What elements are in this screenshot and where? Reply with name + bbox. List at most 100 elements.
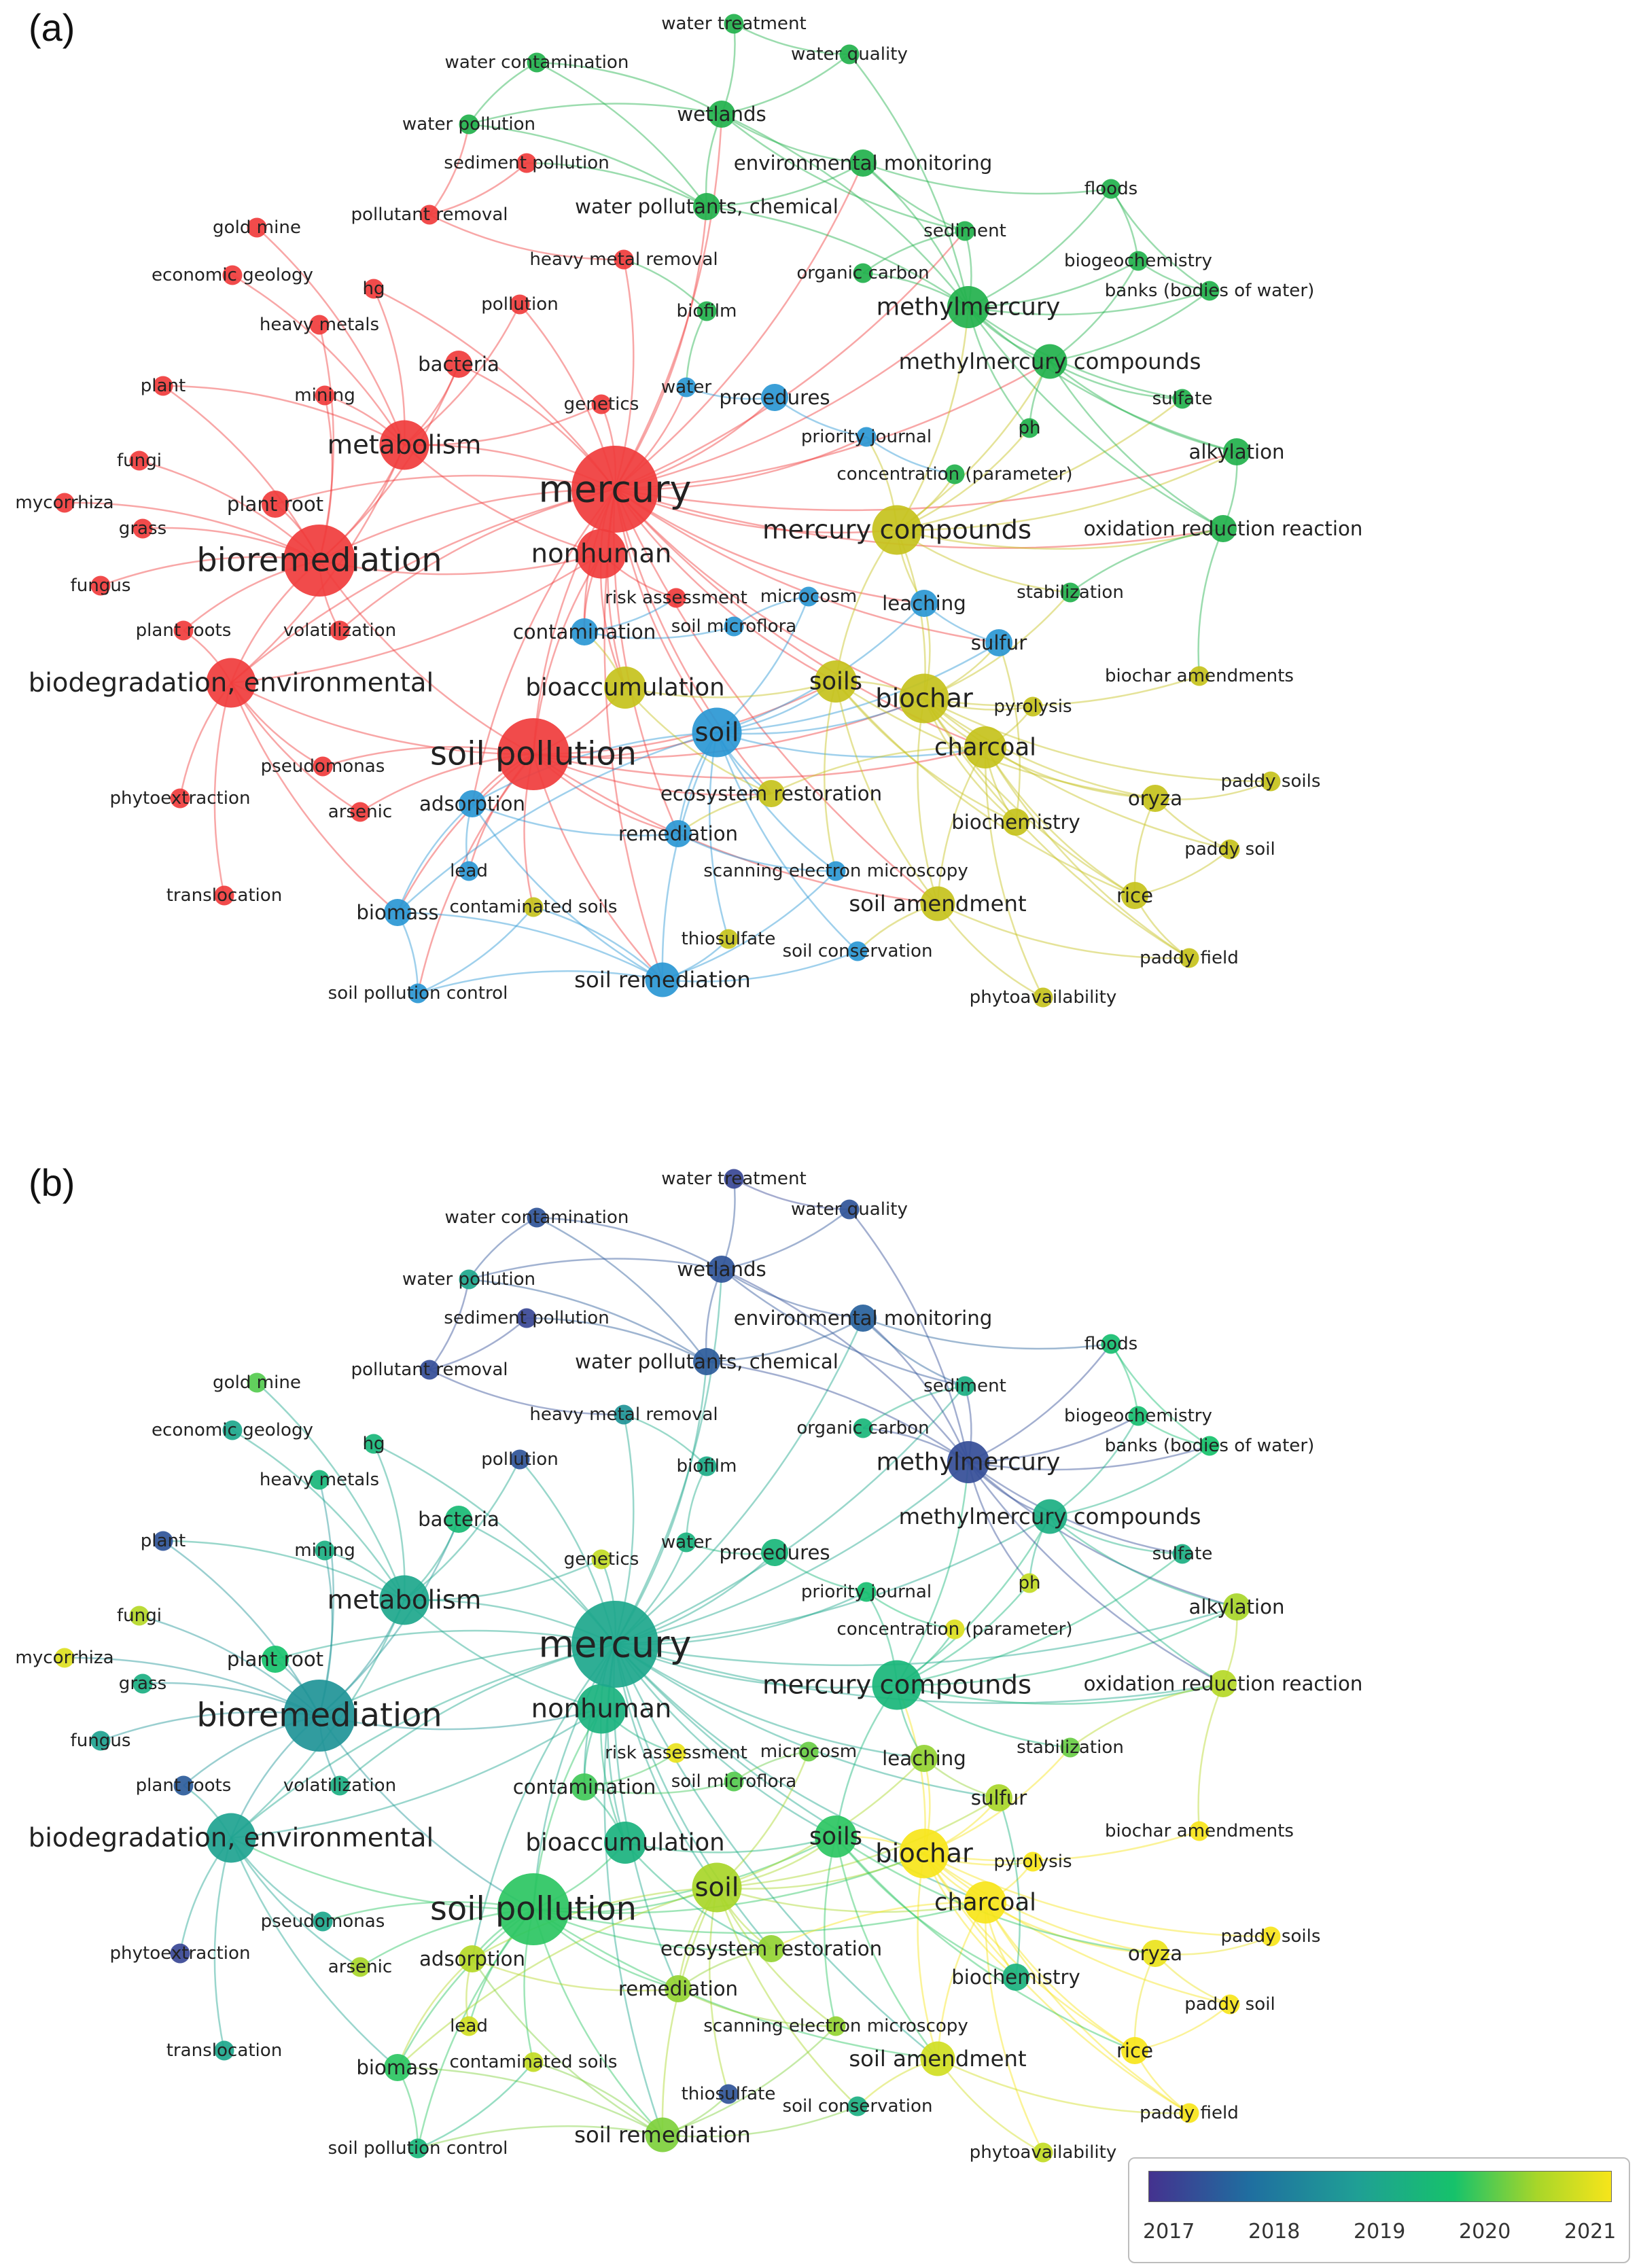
node-nonhuman[interactable] bbox=[576, 529, 627, 579]
node-environmental-monitoring[interactable] bbox=[849, 1305, 877, 1332]
node-oryza[interactable] bbox=[1142, 785, 1169, 812]
node-ph[interactable] bbox=[1019, 1573, 1040, 1593]
node-rice[interactable] bbox=[1121, 2037, 1148, 2064]
node-bioaccumulation[interactable] bbox=[604, 1822, 646, 1864]
node-paddy-soil[interactable] bbox=[1220, 839, 1240, 860]
node-genetics[interactable] bbox=[591, 1549, 612, 1570]
node-paddy-soils[interactable] bbox=[1260, 771, 1281, 792]
node-lead[interactable] bbox=[459, 2016, 479, 2036]
node-translocation[interactable] bbox=[214, 2040, 234, 2061]
node-environmental-monitoring[interactable] bbox=[849, 149, 877, 177]
node-water-treatment[interactable] bbox=[724, 1169, 744, 1189]
node-contaminated-soils[interactable] bbox=[523, 2052, 544, 2072]
node-methylmercury[interactable] bbox=[947, 286, 989, 328]
node-alkylation[interactable] bbox=[1223, 438, 1250, 465]
node-phytoextraction[interactable] bbox=[170, 788, 190, 809]
node-procedures[interactable] bbox=[761, 1539, 788, 1566]
node-mycorrhiza[interactable] bbox=[54, 493, 75, 513]
node-adsorption[interactable] bbox=[459, 1945, 486, 1972]
node-biochar[interactable] bbox=[899, 673, 949, 724]
node-sediment[interactable] bbox=[955, 1376, 975, 1396]
node-biochemistry[interactable] bbox=[1002, 1964, 1029, 1991]
node-economic-geology[interactable] bbox=[222, 265, 243, 285]
node-genetics[interactable] bbox=[591, 394, 612, 414]
node-bacteria[interactable] bbox=[445, 1506, 472, 1533]
node-sulfate[interactable] bbox=[1172, 389, 1193, 409]
node-grass[interactable] bbox=[133, 1673, 153, 1694]
node-phytoextraction[interactable] bbox=[170, 1943, 190, 1964]
node-water-quality[interactable] bbox=[839, 44, 860, 65]
node-water-quality[interactable] bbox=[839, 1199, 860, 1220]
node-soil-pollution[interactable] bbox=[497, 718, 569, 790]
node-pollutant-removal[interactable] bbox=[419, 1360, 440, 1380]
node-paddy-soils[interactable] bbox=[1260, 1926, 1281, 1947]
node-adsorption[interactable] bbox=[459, 790, 486, 817]
node-water[interactable] bbox=[676, 377, 696, 397]
node-biofilm[interactable] bbox=[696, 301, 717, 321]
node-pyrolysis[interactable] bbox=[1023, 696, 1043, 717]
node-floods[interactable] bbox=[1101, 1334, 1121, 1354]
node-pyrolysis[interactable] bbox=[1023, 1851, 1043, 1872]
node-scanning-em[interactable] bbox=[826, 861, 846, 881]
node-banks[interactable] bbox=[1199, 1436, 1220, 1456]
node-metabolism[interactable] bbox=[379, 420, 429, 470]
node-lead[interactable] bbox=[459, 861, 479, 881]
node-biochar-amendments[interactable] bbox=[1189, 1821, 1210, 1841]
node-mercury-compounds[interactable] bbox=[872, 1660, 922, 1710]
node-bioremediation[interactable] bbox=[283, 1680, 355, 1752]
node-volatilization[interactable] bbox=[330, 620, 350, 641]
node-charcoal[interactable] bbox=[964, 1881, 1006, 1924]
node-heavy-metal-removal[interactable] bbox=[614, 249, 634, 270]
node-concentration[interactable] bbox=[945, 1619, 965, 1640]
node-soil-microflora[interactable] bbox=[724, 1771, 744, 1792]
node-stabilization[interactable] bbox=[1060, 582, 1080, 603]
node-leaching[interactable] bbox=[911, 1745, 938, 1772]
node-heavy-metals[interactable] bbox=[309, 315, 330, 335]
node-phytoavailability[interactable] bbox=[1033, 2142, 1053, 2163]
node-heavy-metals[interactable] bbox=[309, 1470, 330, 1490]
node-hg[interactable] bbox=[364, 1434, 384, 1454]
node-alkylation[interactable] bbox=[1223, 1593, 1250, 1620]
node-soil-pollution-control[interactable] bbox=[408, 983, 428, 1004]
node-microcosm[interactable] bbox=[798, 586, 819, 607]
node-methylmercury[interactable] bbox=[947, 1441, 989, 1483]
node-oxidation-reduction[interactable] bbox=[1210, 1670, 1237, 1697]
node-biogeochemistry[interactable] bbox=[1128, 1406, 1148, 1426]
node-floods[interactable] bbox=[1101, 179, 1121, 199]
node-sediment-pollution[interactable] bbox=[516, 153, 537, 173]
node-thiosulfate[interactable] bbox=[718, 2084, 739, 2104]
node-oryza[interactable] bbox=[1142, 1940, 1169, 1967]
node-arsenic[interactable] bbox=[350, 1957, 370, 1977]
node-biofilm[interactable] bbox=[696, 1456, 717, 1476]
node-sediment[interactable] bbox=[955, 221, 975, 241]
node-plant[interactable] bbox=[153, 376, 173, 396]
node-water-contamination[interactable] bbox=[527, 52, 547, 73]
node-sediment-pollution[interactable] bbox=[516, 1308, 537, 1328]
node-biomass[interactable] bbox=[384, 2054, 411, 2081]
node-water-pollution[interactable] bbox=[459, 114, 479, 135]
node-gold-mine[interactable] bbox=[247, 1372, 267, 1393]
node-soil-pollution-control[interactable] bbox=[408, 2138, 428, 2159]
node-plant[interactable] bbox=[153, 1531, 173, 1551]
node-soil[interactable] bbox=[692, 1862, 742, 1913]
node-charcoal[interactable] bbox=[964, 726, 1006, 768]
node-water-pollutants-chemical[interactable] bbox=[693, 193, 720, 220]
node-soil-microflora[interactable] bbox=[724, 616, 744, 637]
node-grass[interactable] bbox=[133, 518, 153, 539]
node-mercury[interactable] bbox=[571, 1601, 658, 1688]
node-translocation[interactable] bbox=[214, 885, 234, 906]
node-water-treatment[interactable] bbox=[724, 14, 744, 34]
node-soil-amendment[interactable] bbox=[920, 886, 955, 921]
node-contaminated-soils[interactable] bbox=[523, 897, 544, 917]
node-volatilization[interactable] bbox=[330, 1775, 350, 1796]
node-ph[interactable] bbox=[1019, 418, 1040, 438]
node-metabolism[interactable] bbox=[379, 1575, 429, 1625]
node-stabilization[interactable] bbox=[1060, 1737, 1080, 1758]
node-leaching[interactable] bbox=[911, 590, 938, 617]
node-microcosm[interactable] bbox=[798, 1741, 819, 1762]
node-ecosystem-restoration[interactable] bbox=[758, 1935, 785, 1962]
node-biodegradation-env[interactable] bbox=[206, 1813, 256, 1863]
node-soils[interactable] bbox=[815, 660, 857, 703]
node-water-pollution[interactable] bbox=[459, 1269, 479, 1290]
node-risk-assessment[interactable] bbox=[666, 588, 686, 608]
